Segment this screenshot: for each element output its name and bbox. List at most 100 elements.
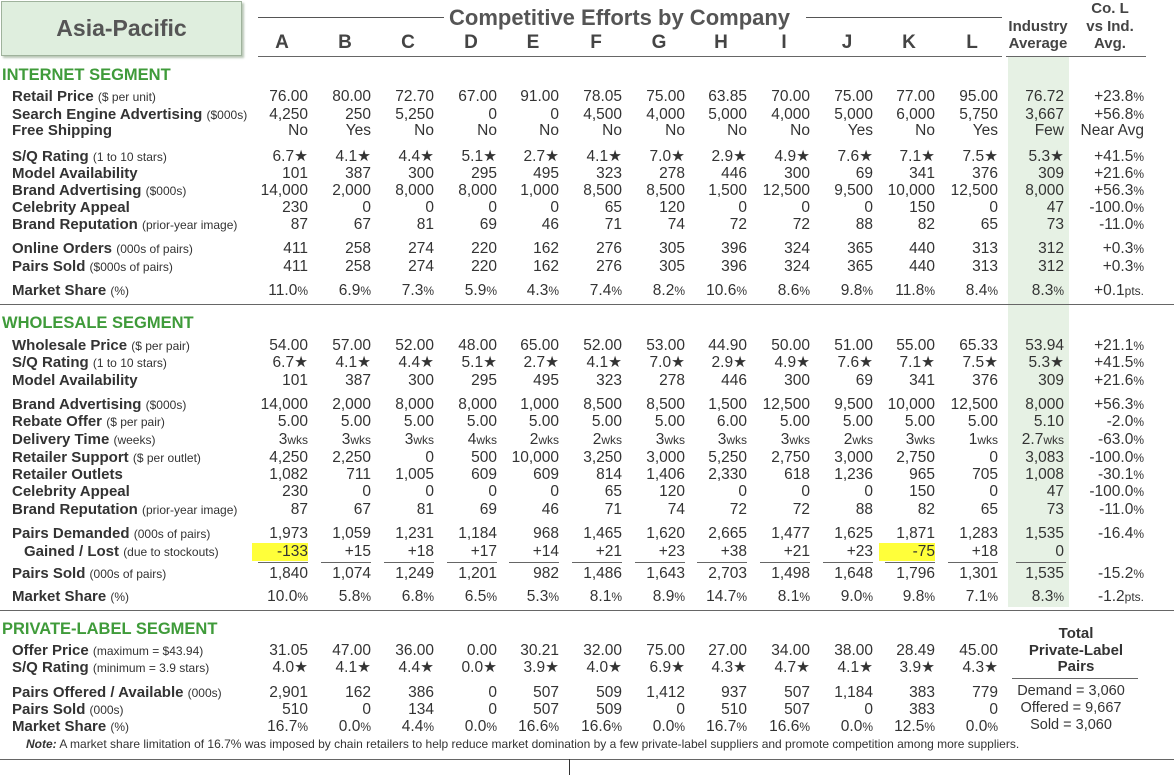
company-l-vs-average: -16.4%	[1097, 525, 1144, 542]
value-cell: 0	[550, 106, 559, 123]
row-label: Celebrity Appeal	[12, 199, 130, 216]
company-l-vs-average: -100.0%	[1089, 449, 1144, 466]
company-l-vs-average: +0.3%	[1102, 258, 1144, 275]
company-header-j: J	[841, 32, 853, 53]
row-label: Brand Reputation (prior-year image)	[12, 216, 238, 233]
value-cell: 4.3%	[526, 282, 559, 299]
value-cell: 274	[408, 258, 434, 275]
value-cell: 4.4★	[398, 354, 434, 371]
value-cell: 4wks	[467, 431, 497, 448]
value-cell: 1,498	[771, 565, 810, 582]
value-cell: No	[915, 122, 935, 139]
value-cell: 134	[408, 701, 434, 718]
value-cell: 341	[909, 372, 935, 389]
value-cell: 1,500	[708, 396, 747, 413]
value-cell: 14,000	[260, 182, 308, 199]
value-cell: 0	[801, 199, 810, 216]
company-l-vs-average: +56.3%	[1094, 396, 1144, 413]
value-cell: 5.1★	[461, 148, 497, 165]
value-cell: 295	[471, 372, 497, 389]
row-label: S/Q Rating (1 to 10 stars)	[12, 148, 167, 165]
value-cell: 4,000	[771, 106, 810, 123]
value-cell: 4.3★	[711, 659, 747, 676]
value-cell: 81	[416, 501, 434, 518]
industry-average-value: 2.7wks	[1021, 431, 1064, 448]
row-label: Rebate Offer ($ per pair)	[12, 413, 165, 430]
value-cell: 220	[471, 258, 497, 275]
value-cell: 55.00	[896, 337, 935, 354]
company-header-e: E	[526, 32, 540, 53]
value-cell: No	[727, 122, 747, 139]
value-cell: 3wks	[278, 431, 308, 448]
value-cell: 51.00	[834, 337, 873, 354]
value-cell: 3wks	[780, 431, 810, 448]
value-cell: 507	[784, 684, 810, 701]
row-label: Online Orders (000s of pairs)	[12, 240, 193, 257]
value-cell: +38	[720, 543, 747, 560]
value-cell: No	[790, 122, 810, 139]
value-cell: 2wks	[529, 431, 559, 448]
row-label: Pairs Demanded (000s of pairs)	[12, 525, 211, 542]
row-label: Search Engine Advertising ($000s)	[12, 106, 248, 123]
value-cell: 5.00	[842, 413, 873, 430]
value-cell: 300	[784, 372, 810, 389]
value-cell: 1,059	[332, 525, 371, 542]
row-label: S/Q Rating (minimum = 3.9 stars)	[12, 659, 210, 676]
value-cell: 2,665	[708, 525, 747, 542]
value-cell: 46	[541, 501, 559, 518]
value-cell: 250	[345, 106, 371, 123]
value-cell: 6,000	[896, 106, 935, 123]
value-cell: 965	[909, 466, 935, 483]
row-label: Free Shipping	[12, 122, 113, 139]
value-cell: 1,283	[959, 525, 998, 542]
value-cell: No	[477, 122, 497, 139]
value-cell: Yes	[972, 122, 998, 139]
value-cell: 10.6%	[706, 282, 747, 299]
value-cell: 8,500	[646, 182, 685, 199]
value-cell: 4.1★	[837, 659, 873, 676]
value-cell: 8,500	[583, 396, 622, 413]
value-cell: 0	[550, 199, 559, 216]
value-cell: 16.6%	[581, 718, 622, 735]
value-cell: 91.00	[520, 88, 559, 105]
value-cell: 376	[972, 165, 998, 182]
value-cell: 74	[667, 501, 685, 518]
value-cell: 6.9★	[649, 659, 685, 676]
value-cell: 5.00	[277, 413, 308, 430]
row-label: Model Availability	[12, 165, 138, 182]
value-cell: 7.5★	[962, 354, 998, 371]
value-cell: 5,000	[834, 106, 873, 123]
industry-average-value: 5.3★	[1028, 148, 1064, 165]
value-cell: 1,005	[395, 466, 434, 483]
value-cell: 440	[909, 240, 935, 257]
value-cell: 0	[362, 701, 371, 718]
value-cell: 8,000	[458, 396, 497, 413]
industry-average-value: 312	[1038, 258, 1064, 275]
company-header-a: A	[275, 32, 289, 53]
value-cell: 57.00	[332, 337, 371, 354]
industry-average-value: 309	[1038, 165, 1064, 182]
company-header-c: C	[401, 32, 415, 53]
value-cell: 276	[596, 258, 622, 275]
company-l-vs-average: +0.3%	[1102, 240, 1144, 257]
value-cell: 0.0%	[464, 718, 497, 735]
value-cell: 1,082	[269, 466, 308, 483]
value-cell: -133	[252, 543, 308, 561]
value-cell: +23	[846, 543, 873, 560]
industry-average-value: 8,000	[1025, 396, 1064, 413]
row-label: Retailer Support ($ per outlet)	[12, 449, 201, 466]
company-l-vs-average: -11.0%	[1099, 501, 1144, 518]
value-cell: 324	[784, 258, 810, 275]
value-cell: 9.8%	[840, 282, 873, 299]
value-cell: 396	[721, 258, 747, 275]
value-cell: 509	[596, 701, 622, 718]
value-cell: 32.00	[583, 642, 622, 659]
private-label-total-rule	[1012, 678, 1138, 679]
value-cell: 220	[471, 240, 497, 257]
value-cell: 446	[721, 372, 747, 389]
company-l-vs-average: +56.3%	[1094, 182, 1144, 199]
value-cell: 12.5%	[894, 718, 935, 735]
value-cell: 4.0★	[586, 659, 622, 676]
value-cell: 230	[282, 199, 308, 216]
value-cell: 1,840	[269, 565, 308, 582]
